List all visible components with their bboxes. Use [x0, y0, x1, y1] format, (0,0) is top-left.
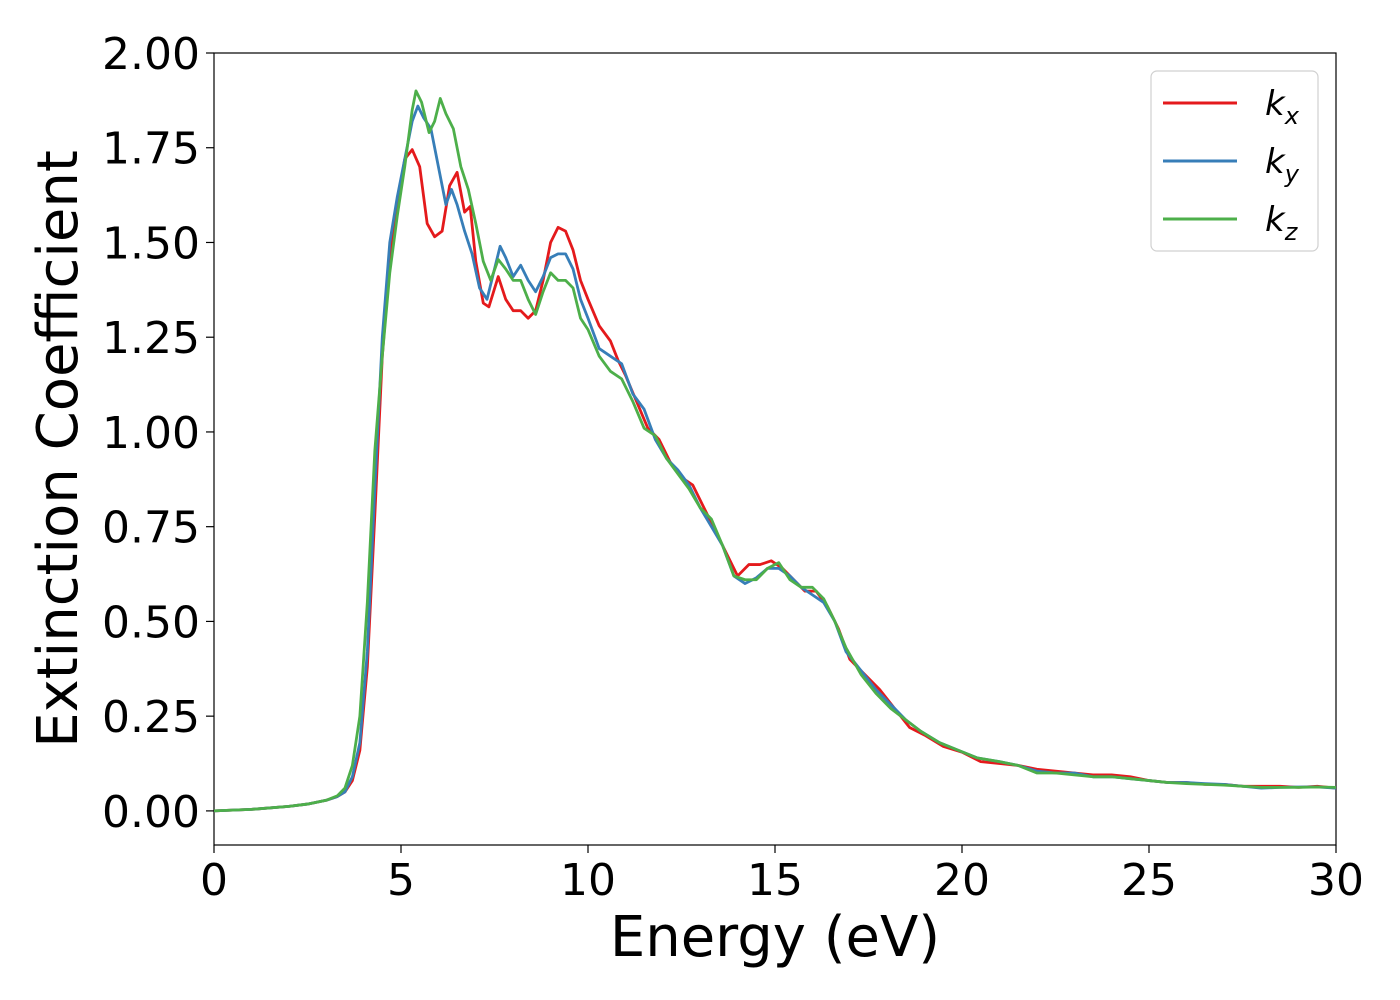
legend-label-ky: ky	[1265, 142, 1300, 188]
legend: kx ky kz	[1150, 70, 1319, 252]
x-tick-label: 25	[1121, 855, 1177, 906]
x-axis-title: Energy (eV)	[610, 905, 940, 970]
series-line-kz	[214, 89, 1336, 813]
legend-label-kz: kz	[1265, 200, 1299, 246]
x-axis: 0 5 10 15 20 25 30	[200, 845, 1364, 906]
x-tick-label: 0	[200, 855, 228, 906]
x-tick-label: 20	[934, 855, 990, 906]
legend-label-kx: kx	[1265, 84, 1300, 130]
y-tick-label: 1.25	[102, 313, 200, 364]
y-tick-label: 0.50	[102, 597, 200, 648]
x-tick-label: 10	[560, 855, 616, 906]
x-tick-label: 30	[1308, 855, 1364, 906]
series-layer	[214, 89, 1336, 813]
x-tick-label: 5	[387, 855, 415, 906]
series-line-kx	[214, 148, 1336, 813]
x-tick-label: 15	[747, 855, 803, 906]
y-tick-label: 1.00	[102, 408, 200, 459]
y-tick-label: 0.75	[102, 503, 200, 554]
y-tick-label: 2.00	[102, 29, 200, 80]
y-tick-label: 1.50	[102, 218, 200, 269]
y-axis: 0.00 0.25 0.50 0.75 1.00 1.25 1.50 1.75 2.00	[102, 29, 214, 838]
y-axis-title: Extinction Coefficient	[26, 150, 91, 748]
y-tick-label: 0.00	[102, 787, 200, 838]
y-tick-label: 1.75	[102, 124, 200, 175]
y-tick-label: 0.25	[102, 692, 200, 743]
